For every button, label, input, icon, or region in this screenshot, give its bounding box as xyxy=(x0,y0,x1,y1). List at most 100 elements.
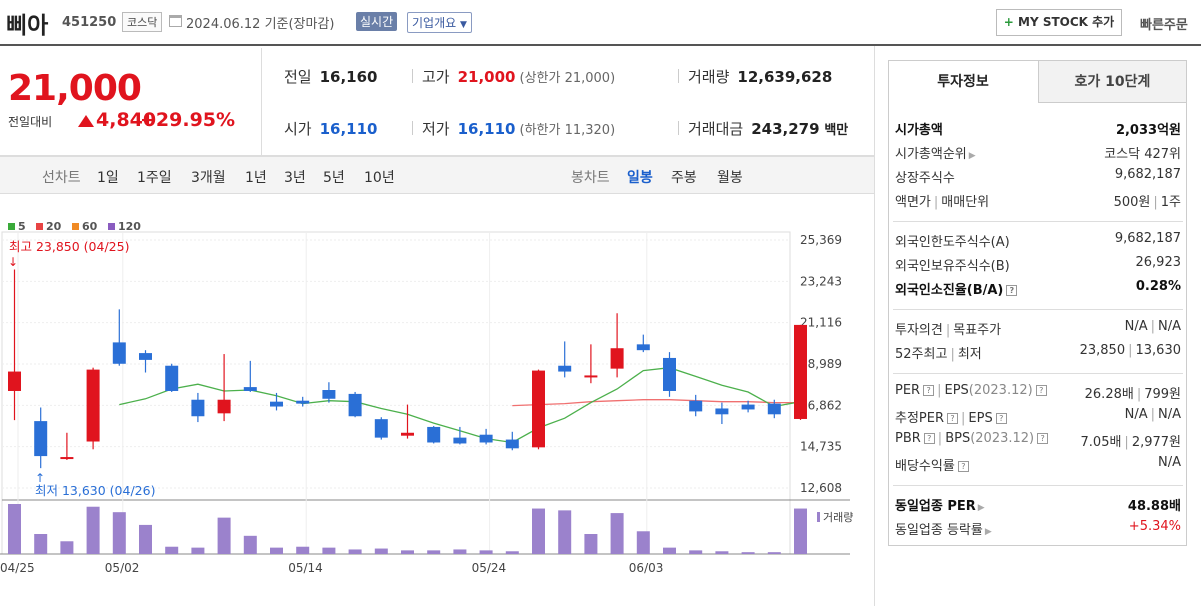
candle-chart-title: 봉차트 xyxy=(571,170,610,186)
prev-close-value: 16,160 xyxy=(319,68,378,86)
candle-body xyxy=(610,348,624,369)
plus-icon: + xyxy=(1003,15,1014,29)
legend-label: 5 xyxy=(18,220,26,233)
candle-body xyxy=(558,365,572,372)
info-row: 투자의견 | 목표주가 N/A | N/A xyxy=(895,319,1181,341)
volume-bar xyxy=(584,534,598,554)
y-tick-label: 16,862 xyxy=(800,398,842,412)
info-key-text: 동일업종 PER xyxy=(895,499,976,514)
y-tick-label: 25,369 xyxy=(800,233,842,247)
info-key-period: (2023.12) xyxy=(970,431,1035,446)
range-1y[interactable]: 1년 xyxy=(245,170,267,186)
candle-monthly[interactable]: 월봉 xyxy=(717,170,743,186)
candle-body xyxy=(505,439,519,449)
info-value: 9,682,187 xyxy=(1115,231,1181,246)
separator: | xyxy=(1150,407,1155,422)
legend-label: 60 xyxy=(82,220,98,233)
info-value-text: N/A xyxy=(1124,407,1148,422)
chevron-right-icon: ▶ xyxy=(977,503,985,513)
candle-weekly[interactable]: 주봉 xyxy=(671,170,697,186)
volume-bar xyxy=(505,551,519,554)
help-icon[interactable]: ? xyxy=(923,433,935,444)
info-value-text: 26.28배 xyxy=(1084,387,1134,402)
info-row: PER? | EPS(2023.12)? 26.28배 | 799원 xyxy=(895,383,1181,405)
range-5y[interactable]: 5년 xyxy=(323,170,345,186)
range-3m[interactable]: 3개월 xyxy=(191,170,226,186)
volume-bar xyxy=(8,504,21,554)
help-icon[interactable]: ? xyxy=(995,413,1007,424)
info-value-text: 코스닥 427위 xyxy=(1104,147,1181,162)
info-row: PBR? | BPS(2023.12)? 7.05배 | 2,977원 xyxy=(895,431,1181,453)
info-value-text: 26,923 xyxy=(1135,255,1182,270)
tab-investment-info[interactable]: 투자정보 xyxy=(889,61,1037,103)
help-icon[interactable]: ? xyxy=(947,413,959,424)
info-key-text: 상장주식수 xyxy=(895,171,955,186)
volume-bar xyxy=(767,552,781,554)
info-row: 상장주식수 9,682,187 xyxy=(895,167,1181,189)
info-value-text: 23,850 xyxy=(1079,343,1126,358)
low-annotation: 최저 13,630 (04/26) xyxy=(35,483,155,498)
candle-daily[interactable]: 일봉 xyxy=(627,170,653,186)
info-key: 52주최고 | 최저 xyxy=(895,343,982,362)
candle-body xyxy=(715,408,729,415)
info-value-text: N/A xyxy=(1158,319,1181,334)
volume-bar xyxy=(165,546,179,554)
info-key-text: 매매단위 xyxy=(941,195,990,210)
up-triangle-icon xyxy=(78,115,94,127)
info-value-text: 9,682,187 xyxy=(1114,167,1181,182)
help-icon[interactable]: ? xyxy=(1006,285,1018,296)
info-value: N/A | N/A xyxy=(1125,407,1181,422)
info-key-text: EPS xyxy=(944,383,969,398)
candle-body xyxy=(663,357,676,391)
company-overview-dropdown[interactable]: 기업개요 ▼ xyxy=(407,12,472,33)
help-icon[interactable]: ? xyxy=(1037,433,1049,444)
info-key: 투자의견 | 목표주가 xyxy=(895,319,1001,338)
separator: | xyxy=(1136,387,1142,402)
legend-swatch xyxy=(8,223,15,230)
info-value: 9,682,187 xyxy=(1115,167,1181,182)
candle-chart[interactable]: 25,369 23,243 21,116 18,989 16,862 14,735 12,6… xyxy=(0,200,874,580)
info-value: 0.28% xyxy=(1136,279,1181,294)
range-1d[interactable]: 1일 xyxy=(97,170,119,186)
range-3y[interactable]: 3년 xyxy=(284,170,306,186)
volume-bar xyxy=(479,550,493,554)
ma20-line xyxy=(512,399,801,407)
info-key: 동일업종 등락률 ▶ xyxy=(895,519,992,538)
mystock-add-button[interactable]: + MY STOCK 추가 xyxy=(996,9,1122,36)
info-row: 외국인소진율(B/A)? 0.28% xyxy=(895,279,1181,301)
candle-body xyxy=(86,369,100,442)
candle-body xyxy=(243,387,257,391)
separator: | xyxy=(933,195,939,210)
tab-orderbook-10[interactable]: 호가 10단계 xyxy=(1038,61,1186,103)
info-key-text: 동일업종 등락률 xyxy=(895,523,983,538)
section-divider xyxy=(893,309,1183,310)
info-value: 48.88배 xyxy=(1128,495,1181,514)
range-1w[interactable]: 1주일 xyxy=(137,170,172,186)
info-key: 동일업종 PER ▶ xyxy=(895,495,985,514)
info-key-period: (2023.12) xyxy=(968,383,1033,398)
info-value-text: 7.05배 xyxy=(1080,435,1122,450)
volume-bar xyxy=(663,547,676,554)
range-10y[interactable]: 10년 xyxy=(364,170,395,186)
help-icon[interactable]: ? xyxy=(923,385,935,396)
company-overview-label: 기업개요 xyxy=(412,16,457,30)
realtime-button[interactable]: 실시간 xyxy=(356,12,398,31)
candle-body xyxy=(532,370,545,448)
info-key-text: 52주최고 xyxy=(895,347,948,362)
day-high-label: 고가 xyxy=(422,68,450,86)
separator: | xyxy=(945,323,951,338)
info-value-text: 0.28% xyxy=(1135,279,1181,294)
trade-amount-unit: 백만 xyxy=(824,123,849,138)
info-row: 추정PER? | EPS? N/A | N/A xyxy=(895,407,1181,429)
day-low-label: 저가 xyxy=(422,120,450,138)
info-value-text: 1주 xyxy=(1160,195,1181,210)
info-key-text: 배당수익률 xyxy=(895,459,955,474)
volume-bar xyxy=(270,547,283,554)
help-icon[interactable]: ? xyxy=(1035,385,1047,396)
info-value-text: N/A xyxy=(1158,455,1181,470)
open-price-label: 시가 xyxy=(284,120,312,138)
candle-body xyxy=(191,399,205,417)
help-icon[interactable]: ? xyxy=(957,461,969,472)
quick-order-link[interactable]: 빠른주문 xyxy=(1140,18,1188,33)
info-key: 액면가 | 매매단위 xyxy=(895,191,989,210)
